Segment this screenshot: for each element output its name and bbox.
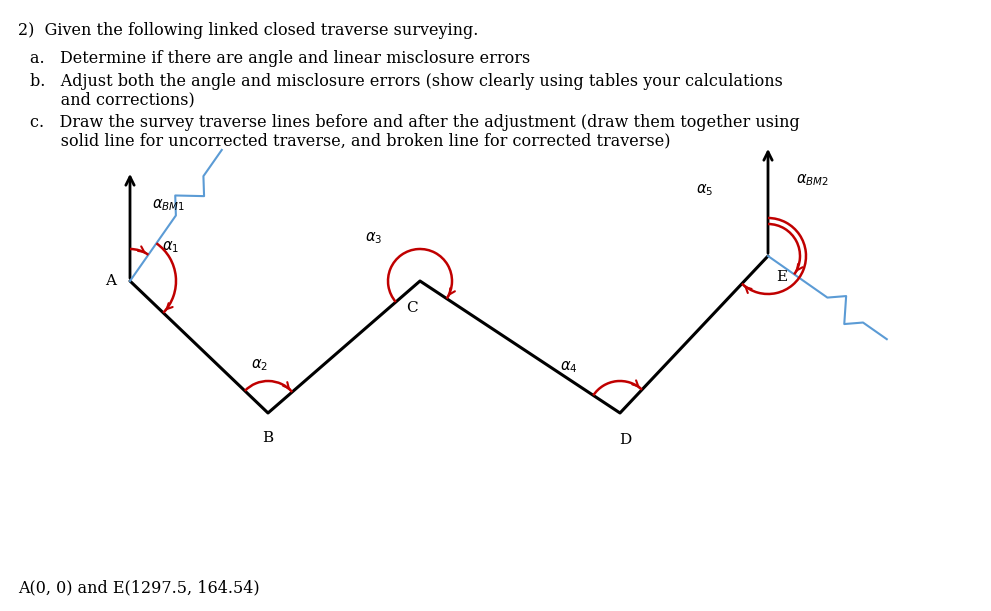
Text: $\alpha_{BM1}$: $\alpha_{BM1}$ xyxy=(152,197,185,213)
Text: c.   Draw the survey traverse lines before and after the adjustment (draw them t: c. Draw the survey traverse lines before… xyxy=(30,114,800,131)
Text: $\alpha_4$: $\alpha_4$ xyxy=(560,359,578,375)
Text: $\alpha_2$: $\alpha_2$ xyxy=(252,357,269,373)
Text: C: C xyxy=(406,301,418,315)
Text: B: B xyxy=(263,431,274,445)
Text: A: A xyxy=(105,274,116,288)
Text: 2)  Given the following linked closed traverse surveying.: 2) Given the following linked closed tra… xyxy=(18,22,479,39)
Text: $\alpha_5$: $\alpha_5$ xyxy=(696,182,713,198)
Text: $\alpha_{BM2}$: $\alpha_{BM2}$ xyxy=(796,172,828,188)
Text: A(0, 0) and E(1297.5, 164.54): A(0, 0) and E(1297.5, 164.54) xyxy=(18,579,260,596)
Text: b.   Adjust both the angle and misclosure errors (show clearly using tables your: b. Adjust both the angle and misclosure … xyxy=(30,73,783,90)
Text: E: E xyxy=(776,270,787,284)
Text: D: D xyxy=(618,433,631,447)
Text: solid line for uncorrected traverse, and broken line for corrected traverse): solid line for uncorrected traverse, and… xyxy=(30,132,671,149)
Text: $\alpha_3$: $\alpha_3$ xyxy=(365,230,383,246)
Text: a.   Determine if there are angle and linear misclosure errors: a. Determine if there are angle and line… xyxy=(30,50,530,67)
Text: $\alpha_1$: $\alpha_1$ xyxy=(162,240,179,255)
Text: and corrections): and corrections) xyxy=(30,91,195,108)
